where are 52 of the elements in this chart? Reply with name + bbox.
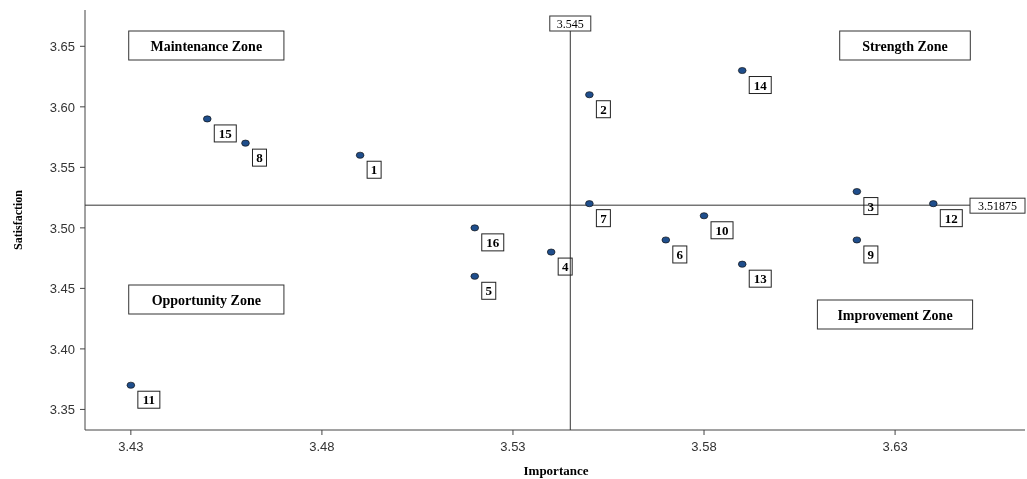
- annotation: 3: [867, 198, 875, 214]
- x-tick-label: 3.63: [882, 439, 908, 454]
- point: [241, 139, 250, 147]
- annotation: 15: [218, 125, 233, 141]
- annotation: 4: [561, 259, 569, 275]
- x-tick-label: 3.48: [309, 439, 335, 454]
- annotation: 7: [600, 210, 608, 226]
- y-tick-label: 3.50: [49, 220, 75, 236]
- x-tick-label: 3.43: [118, 439, 144, 454]
- x-tick-label: 3.58: [691, 439, 717, 454]
- annotation: 10: [715, 222, 729, 238]
- ref-line-label: 3.51875: [978, 199, 1017, 214]
- point: [355, 151, 365, 159]
- point: [546, 248, 556, 256]
- annotation: 6: [676, 246, 684, 262]
- point: [738, 67, 747, 74]
- x-tick-label: 3.53: [500, 439, 526, 454]
- y-tick-label: 3.35: [49, 402, 75, 418]
- point: [738, 260, 747, 268]
- annotation: Opportunity Zone: [151, 293, 261, 308]
- annotation: 1: [370, 162, 378, 178]
- point: [126, 381, 136, 389]
- point: [929, 200, 938, 208]
- point: [699, 212, 709, 220]
- annotation: Maintenance Zone: [150, 39, 263, 54]
- y-tick-label: 3.60: [49, 99, 75, 115]
- annotation: 2: [600, 101, 607, 117]
- point: [203, 115, 212, 123]
- y-tick-label: 3.65: [49, 39, 75, 55]
- annotation: 5: [485, 283, 493, 299]
- point: [585, 200, 594, 208]
- ref-line-label: 3.545: [556, 17, 584, 31]
- point: [585, 91, 594, 99]
- y-tick-label: 3.55: [49, 160, 75, 176]
- point: [661, 236, 671, 244]
- annotation: 8: [256, 150, 264, 166]
- annotation: 11: [142, 392, 155, 408]
- annotation: 16: [486, 234, 500, 250]
- annotation: Improvement Zone: [837, 308, 953, 323]
- point: [852, 188, 862, 195]
- point: [470, 272, 479, 280]
- point: [852, 236, 862, 244]
- point: [470, 224, 479, 232]
- annotation: Strength Zone: [862, 39, 948, 54]
- y-tick-label: 3.40: [49, 341, 75, 357]
- annotation: 13: [753, 271, 768, 287]
- annotation: 9: [867, 246, 875, 262]
- annotation: 14: [753, 77, 768, 93]
- x-axis-title: Importance: [523, 463, 589, 478]
- annotation: 12: [944, 210, 958, 226]
- y-tick-label: 3.45: [49, 281, 75, 297]
- y-axis-title: Satisfaction: [11, 189, 25, 250]
